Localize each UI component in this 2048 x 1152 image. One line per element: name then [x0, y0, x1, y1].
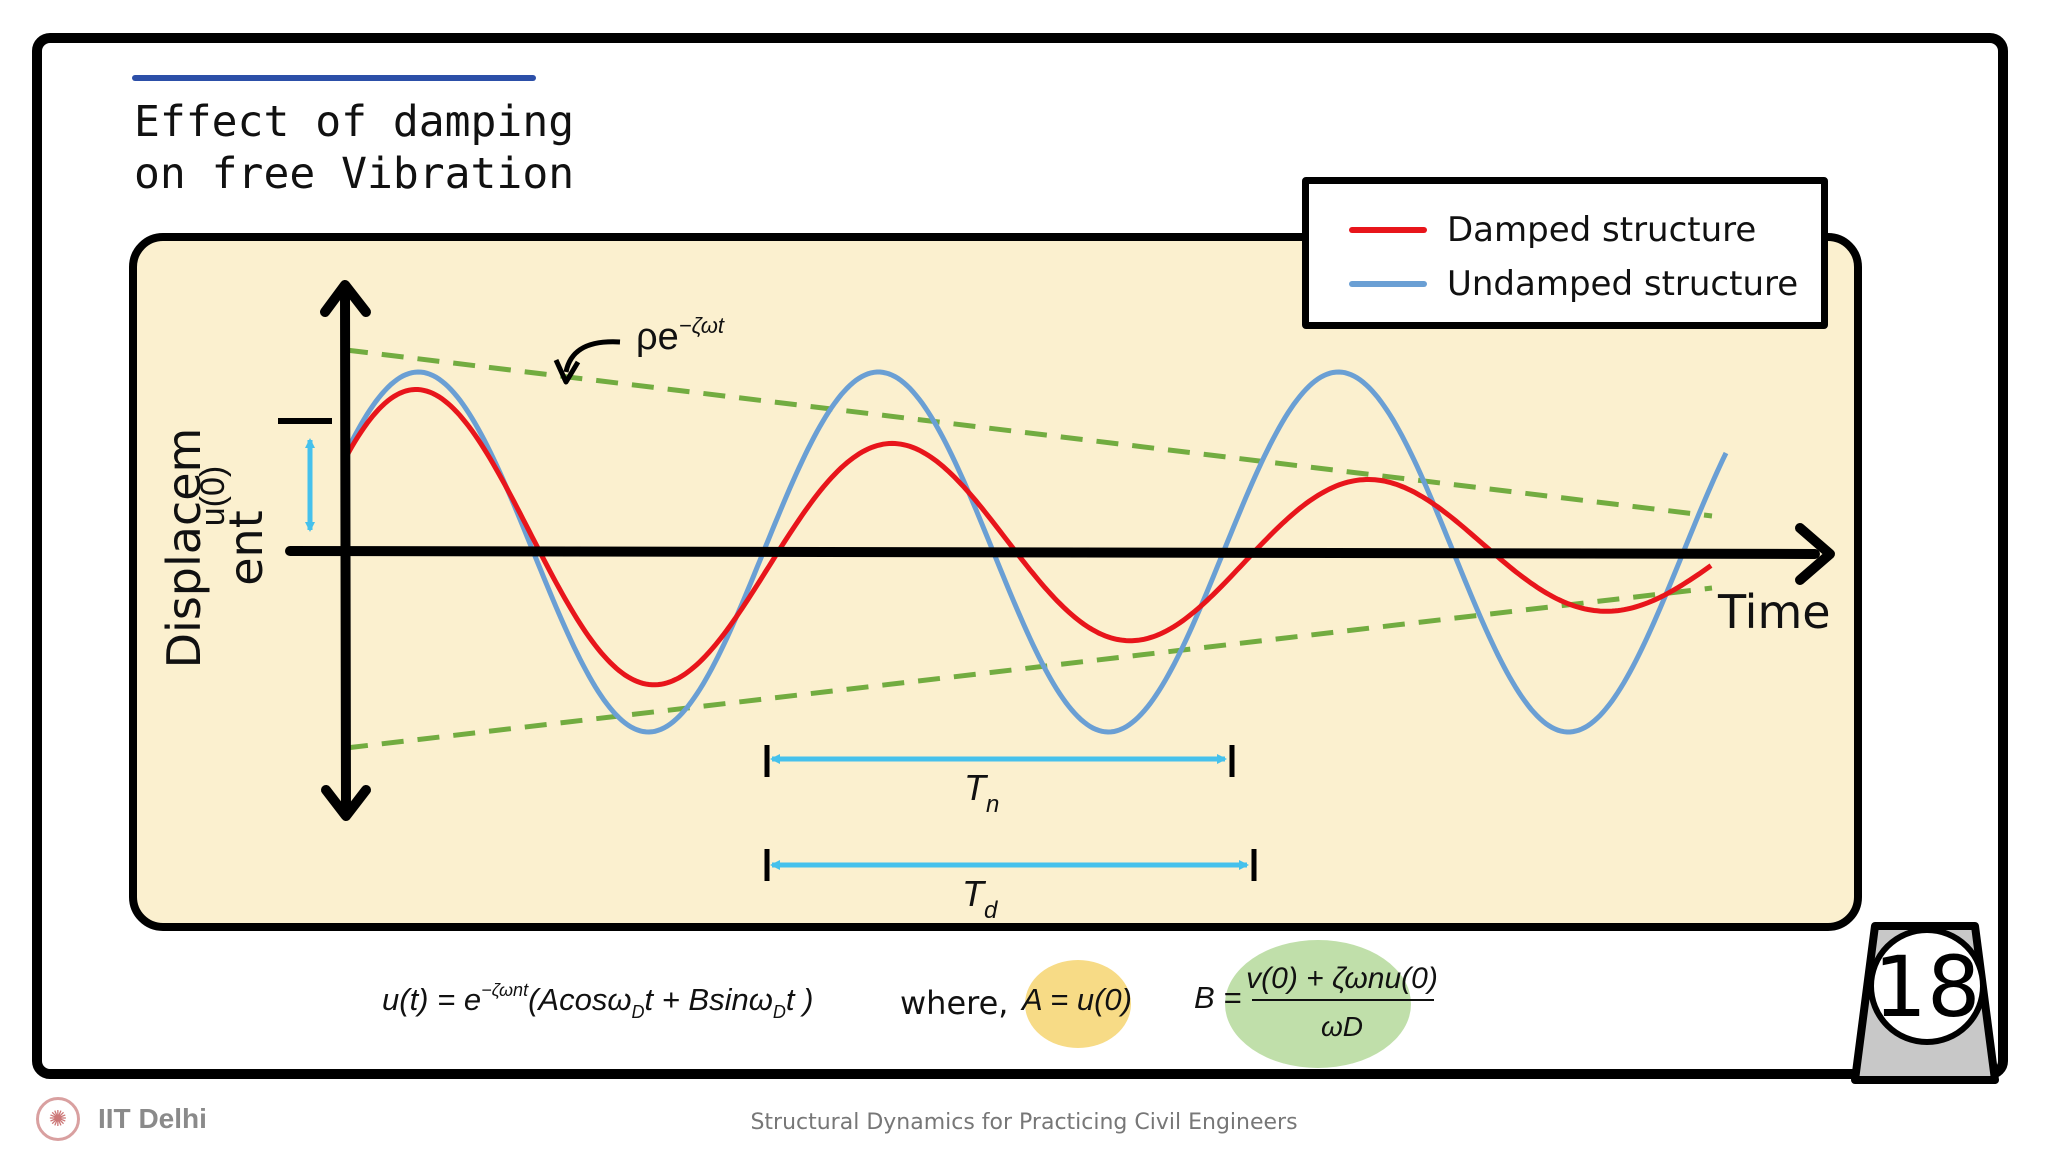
- institution-logo: ✺ IIT Delhi: [36, 1097, 207, 1141]
- legend: Damped structure Undamped structure: [1302, 177, 1828, 329]
- legend-label-damped: Damped structure: [1447, 210, 1757, 250]
- y-axis-arrowhead-top: [320, 280, 371, 317]
- envelope-exponent: −ζωt: [679, 313, 725, 338]
- equation-motion: u(t) = e−ζωnt(AcosωDt + BsinωDt ): [382, 980, 813, 1022]
- legend-swatch-undamped: [1349, 281, 1427, 287]
- highlight-B: [1225, 940, 1411, 1068]
- envelope-upper: [345, 347, 1713, 519]
- Tn-label: Tn: [964, 767, 999, 818]
- equation-B-lhs: B =: [1194, 980, 1241, 1015]
- course-title: Structural Dynamics for Practicing Civil…: [750, 1110, 1298, 1135]
- u0-label: u(0): [194, 466, 232, 526]
- y-axis-arrowhead-bottom: [321, 785, 371, 821]
- y-axis: [340, 285, 351, 817]
- equation-A: A = u(0): [1020, 982, 1132, 1017]
- equation-B-denominator: ωD: [1321, 1011, 1363, 1042]
- institution-seal-icon: ✺: [36, 1097, 80, 1141]
- envelope-pointer-arrow: [563, 339, 621, 373]
- page-number-badge: 18: [1851, 922, 1999, 1084]
- page-number: 18: [1874, 938, 1981, 1036]
- envelope-lower: [345, 585, 1713, 751]
- envelope-pointer-head: [553, 358, 581, 385]
- title-rule: [132, 75, 536, 81]
- x-axis: [285, 546, 1820, 559]
- legend-label-undamped: Undamped structure: [1447, 264, 1799, 304]
- institution-name: IIT Delhi: [98, 1103, 207, 1134]
- undamped-curve: [343, 369, 1729, 735]
- legend-item-damped: Damped structure: [1349, 210, 1756, 250]
- legend-swatch-damped: [1349, 227, 1427, 233]
- equation-B-numerator: v(0) + ζωnu(0): [1246, 962, 1438, 995]
- y-axis-label-line-1: Displacem: [157, 428, 211, 669]
- x-axis-arrowhead: [1795, 523, 1835, 585]
- envelope-label: ρe−ζωt: [636, 313, 725, 358]
- title-line-1: Effect of damping: [134, 97, 575, 147]
- Td-label: Td: [962, 873, 998, 924]
- y-axis-label-line-2: ent: [219, 510, 273, 586]
- damped-curve: [343, 387, 1713, 688]
- slide-title: Effect of damping on free Vibration: [134, 96, 574, 200]
- highlight-A: [1025, 960, 1131, 1048]
- x-axis-label: Time: [1717, 585, 1831, 639]
- plot-panel: [129, 233, 1862, 931]
- title-line-2: on free Vibration: [134, 149, 575, 199]
- envelope-lines: [345, 347, 1713, 751]
- where-text: where,: [900, 984, 1008, 1022]
- legend-item-undamped: Undamped structure: [1349, 264, 1798, 304]
